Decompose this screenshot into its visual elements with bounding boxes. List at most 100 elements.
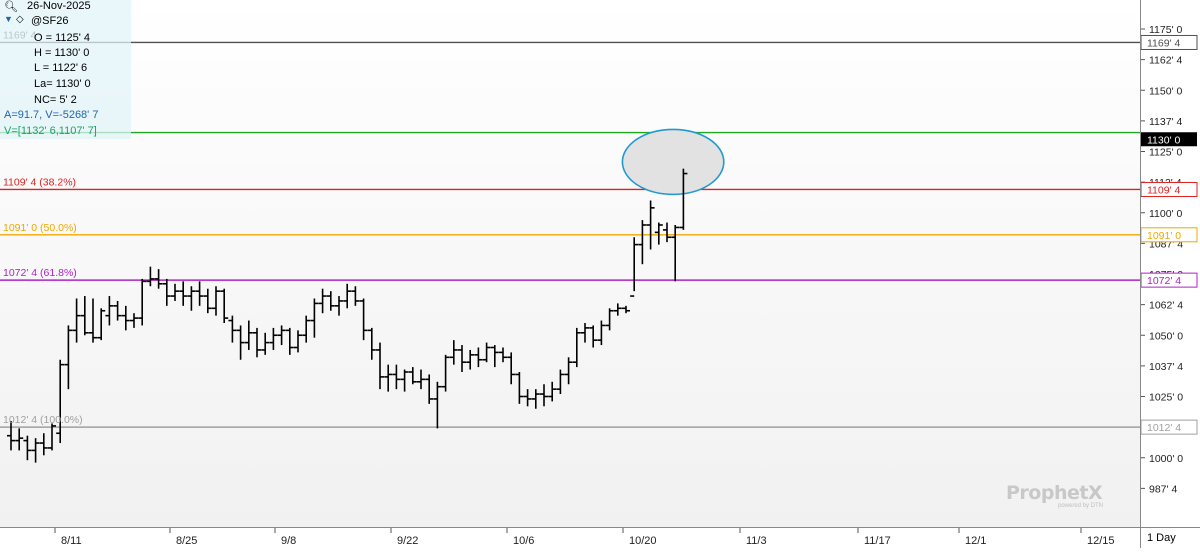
last-price-tag-box bbox=[1141, 132, 1197, 147]
ohlc-bar[interactable] bbox=[433, 381, 442, 429]
ohlc-bar[interactable] bbox=[367, 327, 376, 360]
ohlc-bar[interactable] bbox=[351, 286, 360, 306]
x-tick-label: 9/22 bbox=[397, 535, 418, 547]
ohlc-bar[interactable] bbox=[302, 315, 311, 343]
ohlc-bar[interactable] bbox=[179, 281, 188, 306]
ohlc-bar[interactable] bbox=[671, 225, 680, 282]
ohlc-bar[interactable] bbox=[89, 298, 97, 343]
x-tick-label: 9/8 bbox=[281, 535, 296, 547]
ohlc-bar[interactable] bbox=[449, 340, 458, 365]
ohlc-bar[interactable] bbox=[138, 278, 147, 326]
ohlc-bar[interactable] bbox=[253, 327, 261, 358]
ohlc-bar[interactable] bbox=[630, 237, 639, 297]
ohlc-bar[interactable] bbox=[392, 364, 401, 390]
ohlc-bar[interactable] bbox=[376, 342, 384, 390]
y-tick-label: 1162' 4 bbox=[1149, 55, 1183, 67]
ohlc-bar[interactable] bbox=[548, 381, 557, 402]
ohlc-bar[interactable] bbox=[23, 435, 32, 461]
diamond-icon[interactable]: ◇ bbox=[16, 14, 24, 25]
ohlc-bar[interactable] bbox=[130, 313, 138, 328]
ohlc-bar[interactable] bbox=[294, 330, 302, 353]
ohlc-bar[interactable] bbox=[31, 438, 40, 463]
ohlc-bar[interactable] bbox=[638, 220, 647, 265]
ohlc-bar[interactable] bbox=[679, 168, 688, 230]
interval-selector[interactable]: 1 Day bbox=[1140, 527, 1200, 548]
ohlc-bar[interactable] bbox=[39, 433, 48, 456]
y-tick-label: 1137' 4 bbox=[1149, 116, 1183, 128]
ohlc-bar[interactable] bbox=[400, 369, 409, 392]
ohlc-bar[interactable] bbox=[195, 281, 204, 306]
ohlc-bar[interactable] bbox=[605, 308, 614, 331]
triangle-down-icon[interactable]: ▼ bbox=[4, 14, 13, 24]
ohlc-bar[interactable] bbox=[425, 374, 434, 404]
ohlc-bar[interactable] bbox=[531, 389, 540, 409]
ohlc-bar[interactable] bbox=[269, 327, 278, 350]
ohlc-bar[interactable] bbox=[48, 423, 56, 451]
ohlc-bar[interactable] bbox=[458, 345, 466, 372]
ohlc-bar[interactable] bbox=[335, 296, 343, 316]
highlight-ellipse[interactable] bbox=[621, 128, 725, 196]
ohlc-bar[interactable] bbox=[515, 372, 524, 404]
search-icon[interactable]: 🔍︎ bbox=[4, 1, 18, 13]
ohlc-bar[interactable] bbox=[556, 369, 565, 395]
ohlc-bar[interactable] bbox=[105, 296, 114, 326]
ohlc-bar[interactable] bbox=[507, 352, 516, 385]
ohlc-bar[interactable] bbox=[646, 200, 655, 250]
ohlc-bar[interactable] bbox=[285, 327, 294, 355]
ohlc-bar[interactable] bbox=[613, 303, 622, 316]
ohlc-bar[interactable] bbox=[15, 428, 24, 451]
ohlc-bar[interactable] bbox=[408, 367, 417, 385]
ohlc-bar[interactable] bbox=[154, 269, 163, 289]
ohlc-bar[interactable] bbox=[572, 327, 581, 368]
ohlc-bar[interactable] bbox=[343, 283, 352, 309]
ohlc-bar[interactable] bbox=[622, 305, 630, 314]
ohlc-bar[interactable] bbox=[72, 298, 81, 343]
ohlc-bar[interactable] bbox=[310, 298, 319, 338]
ohlc-bar[interactable] bbox=[244, 320, 253, 350]
ohlc-bar[interactable] bbox=[80, 296, 89, 336]
ohlc-bar[interactable] bbox=[523, 389, 532, 407]
y-tick-label: 1062' 4 bbox=[1149, 300, 1183, 312]
ohlc-bar[interactable] bbox=[441, 354, 450, 392]
ohlc-bar[interactable] bbox=[97, 308, 106, 341]
ohlc-bar[interactable] bbox=[236, 325, 245, 360]
ohlc-bar[interactable] bbox=[318, 288, 327, 314]
ohlc-bar[interactable] bbox=[277, 325, 286, 346]
ohlc-bar[interactable] bbox=[326, 291, 335, 311]
ohlc-bar[interactable] bbox=[187, 286, 196, 311]
ohlc-bar[interactable] bbox=[490, 345, 499, 368]
ohlc-bar[interactable] bbox=[499, 347, 507, 363]
ohlc-bar[interactable] bbox=[220, 288, 229, 323]
ohlc-bar[interactable] bbox=[359, 298, 368, 341]
ohlc-bar[interactable] bbox=[171, 283, 179, 301]
ohlc-bar[interactable] bbox=[589, 325, 598, 348]
y-tick-label: 1025' 0 bbox=[1149, 392, 1183, 404]
ohlc-bar[interactable] bbox=[417, 369, 425, 390]
ohlc-bar[interactable] bbox=[474, 347, 483, 368]
ohlc-bar[interactable] bbox=[466, 349, 475, 370]
ohlc-bar[interactable] bbox=[228, 315, 237, 343]
x-tick-label: 8/25 bbox=[176, 535, 197, 547]
ohlc-bar[interactable] bbox=[203, 288, 212, 314]
ohlc-bar[interactable] bbox=[162, 278, 171, 306]
ohlc-bar[interactable] bbox=[540, 384, 548, 407]
date-axis[interactable]: 8/11 8/25 9/8 9/22 10/6 10/20 11/3 11/17 12/1 12/… bbox=[0, 527, 1140, 549]
ohlc-bar[interactable] bbox=[384, 364, 393, 392]
ohlc-bar[interactable] bbox=[482, 342, 491, 363]
ohlc-bar[interactable] bbox=[581, 323, 589, 343]
ohlc-bar[interactable] bbox=[597, 320, 606, 346]
ohlc-bar[interactable] bbox=[212, 286, 220, 316]
ohlc-bar[interactable] bbox=[663, 222, 671, 243]
ohlc-bar[interactable] bbox=[7, 421, 15, 451]
ohlc-bar[interactable] bbox=[564, 357, 573, 385]
ohlc-bar[interactable] bbox=[113, 300, 122, 321]
ohlc-bar[interactable] bbox=[261, 332, 270, 355]
ohlc-bar[interactable] bbox=[56, 359, 65, 444]
ohlc-bar[interactable] bbox=[121, 305, 130, 331]
ohlc-bar[interactable] bbox=[146, 266, 155, 287]
ohlc-bar[interactable] bbox=[654, 222, 663, 245]
ohlc-bar[interactable] bbox=[64, 325, 73, 390]
